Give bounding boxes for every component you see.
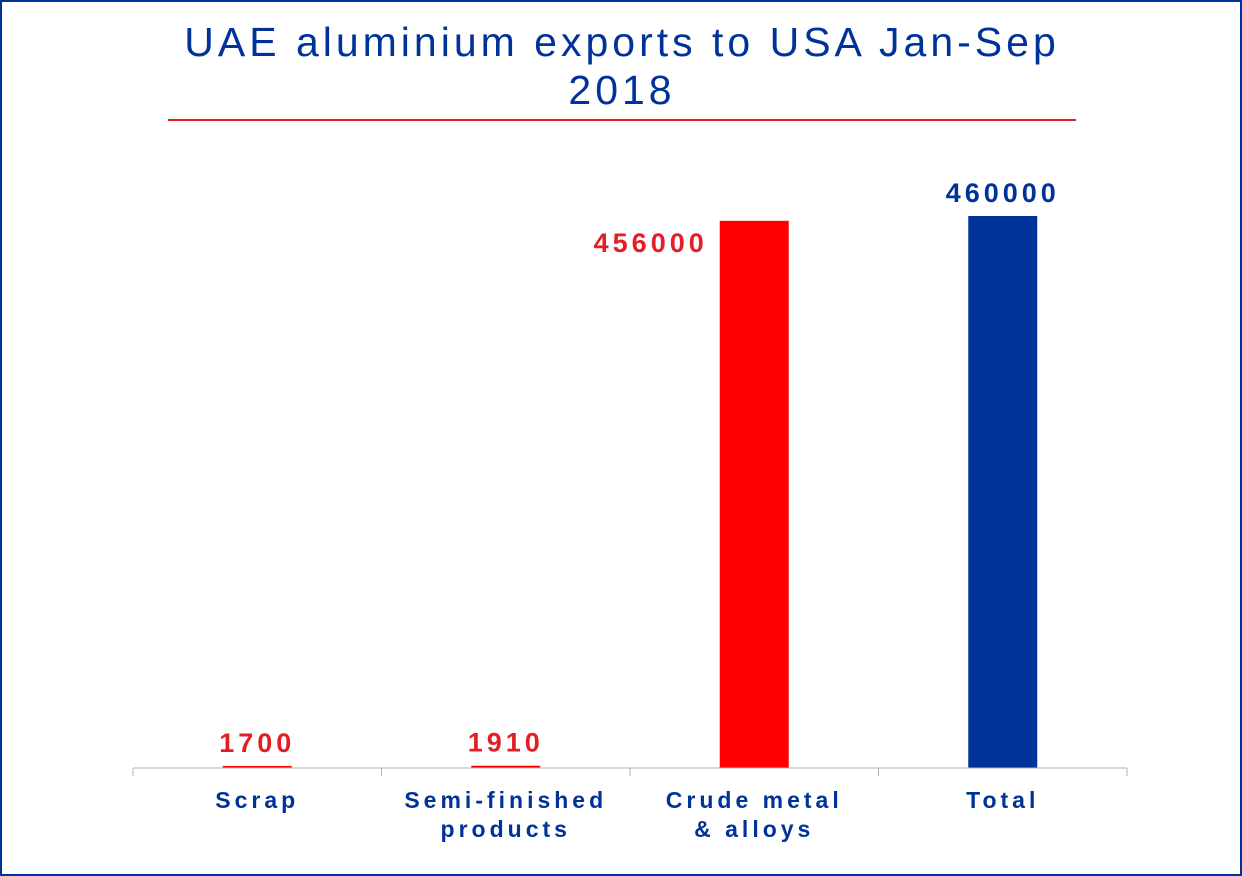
bar-1 [222, 765, 292, 768]
category-label-3-line-2: & alloys [694, 816, 814, 842]
bar-4 [968, 216, 1038, 768]
bar-2 [471, 765, 541, 768]
chart-title-line-1: UAE aluminium exports to USA Jan-Sep [184, 19, 1060, 65]
bar-3 [719, 220, 789, 769]
data-label-1: 1700 [219, 728, 295, 758]
data-label-3: 456000 [594, 228, 708, 258]
title-underline [168, 119, 1076, 121]
bars-layer [222, 216, 1038, 769]
data-labels-layer: 1700 1910 456000 460000 [219, 178, 1060, 758]
x-axis [132, 767, 1128, 776]
category-labels-layer: Scrap Semi-finished products Crude metal & a… [215, 787, 1039, 842]
category-label-3-line-1: Crude metal [666, 787, 843, 813]
data-label-2: 1910 [468, 728, 544, 758]
category-label-1: Scrap [215, 787, 299, 813]
category-label-2-line-2: products [441, 816, 571, 842]
chart-title: UAE aluminium exports to USA Jan-Sep 201… [102, 18, 1142, 114]
category-label-2-line-1: Semi-finished [404, 787, 607, 813]
data-label-4: 460000 [946, 178, 1060, 208]
category-label-4: Total [966, 787, 1039, 813]
chart-title-line-2: 2018 [568, 67, 676, 113]
